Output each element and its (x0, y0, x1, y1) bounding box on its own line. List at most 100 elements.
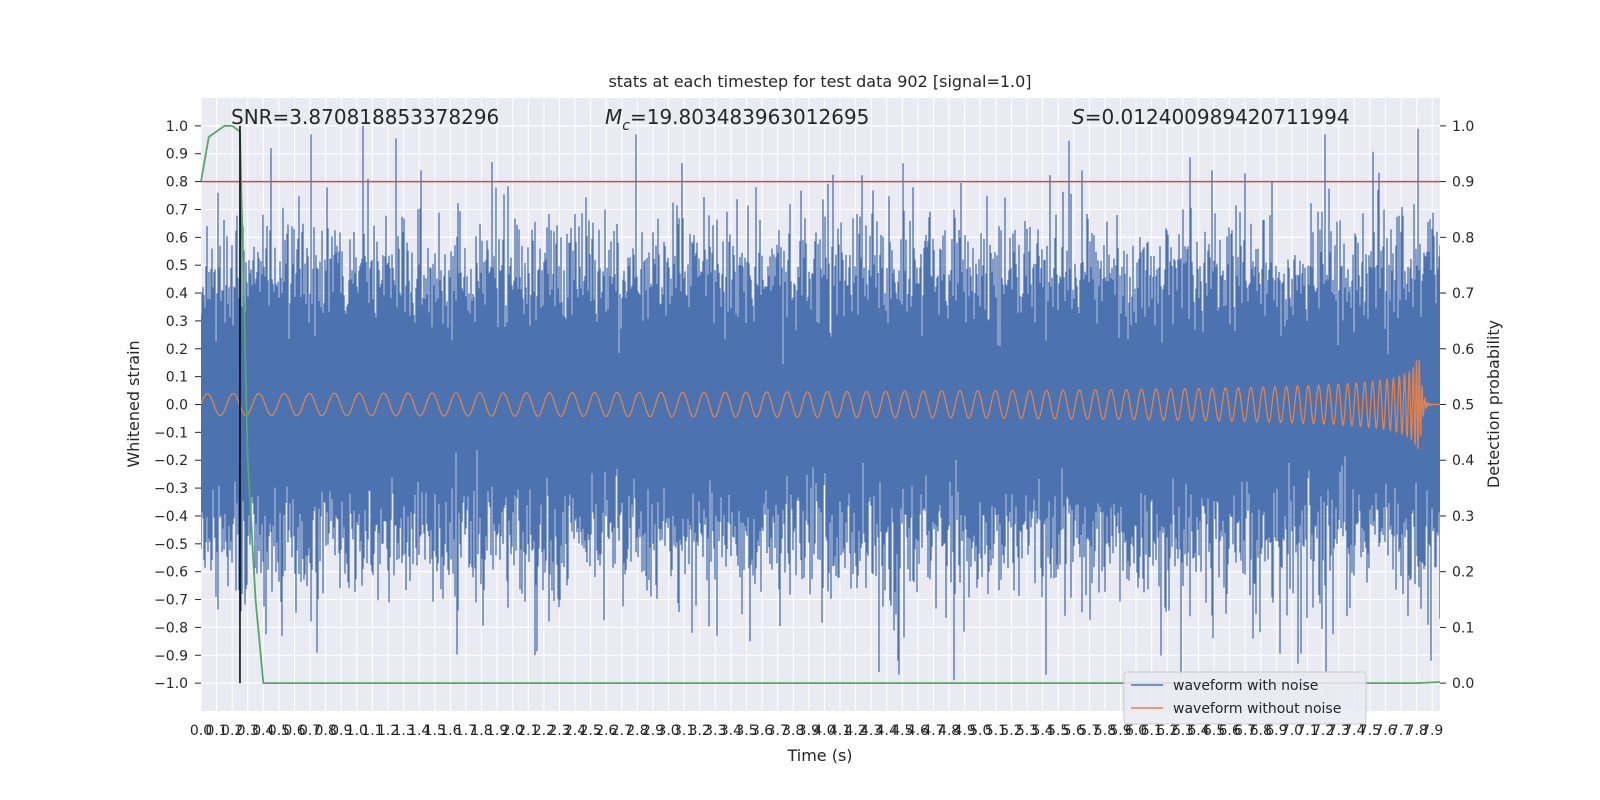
x-tick-label: 2.1 (517, 723, 539, 739)
chirp-mass-value: =19.803483963012695 (630, 105, 869, 129)
x-tick-label: 1.4 (408, 723, 430, 739)
x-tick-label: 5.9 (1109, 723, 1131, 739)
y-tick-label: 0.3 (166, 314, 188, 330)
x-tick-label: 3.3 (704, 723, 726, 739)
series-line-waveform-without-noise (201, 359, 1440, 450)
x-tick-label: 3.8 (782, 723, 804, 739)
y-tick-label: −0.7 (154, 593, 188, 609)
series-layer (201, 125, 1440, 681)
s-value: =0.012400989420711994 (1085, 105, 1350, 129)
y-tick-label: −0.9 (154, 648, 188, 664)
x-tick-label: 6.6 (1218, 723, 1240, 739)
y-tick-label: 0.1 (166, 370, 188, 386)
y-tick-label: −0.3 (154, 481, 188, 497)
x-tick-label: 1.6 (439, 723, 461, 739)
x-tick-label: 6.4 (1187, 723, 1209, 739)
chirp-mass-symbol: M (605, 105, 622, 129)
x-tick-label: 3.4 (720, 723, 742, 739)
x-tick-label: 0.7 (299, 723, 321, 739)
legend-label-clean: waveform without noise (1173, 701, 1341, 717)
legend-box (1123, 671, 1367, 725)
y-tick-label: 0.8 (166, 175, 188, 191)
tick-labels: 0.00.10.20.30.40.50.60.70.80.91.01.11.21… (154, 119, 1474, 739)
x-tick-label: 4.8 (938, 723, 960, 739)
x-tick-label: 5.4 (1031, 723, 1053, 739)
x-tick-label: 1.0 (346, 723, 368, 739)
y-axis-label-right: Detection probability (1484, 320, 1503, 488)
y-tick-label: −0.1 (154, 425, 188, 441)
x-tick-label: 0.4 (252, 723, 274, 739)
x-tick-label: 3.5 (735, 723, 757, 739)
x-tick-label: 1.1 (361, 723, 383, 739)
x-tick-label: 5.0 (969, 723, 991, 739)
chart-title: stats at each timestep for test data 902… (608, 72, 1031, 91)
x-tick-label: 7.5 (1359, 723, 1381, 739)
x-tick-label: 4.4 (876, 723, 898, 739)
x-tick-label: 0.3 (237, 723, 259, 739)
y-tick-label: 0.7 (166, 202, 188, 218)
y-tick-label: −0.6 (154, 565, 188, 581)
y-tick-label-right: 0.5 (1452, 398, 1474, 414)
x-tick-label: 7.9 (1421, 723, 1443, 739)
x-tick-label: 4.3 (860, 723, 882, 739)
y-tick-label: −1.0 (154, 676, 188, 692)
x-tick-label: 7.0 (1281, 723, 1303, 739)
x-tick-label: 3.2 (689, 723, 711, 739)
x-tick-label: 2.5 (579, 723, 601, 739)
x-tick-label: 3.9 (798, 723, 820, 739)
series-line-waveform-with-noise (201, 125, 1440, 681)
x-tick-label: 2.0 (502, 723, 524, 739)
y-tick-label-right: 0.7 (1452, 286, 1474, 302)
x-tick-label: 1.7 (455, 723, 477, 739)
y-tick-label-right: 0.2 (1452, 565, 1474, 581)
x-tick-label: 6.9 (1265, 723, 1287, 739)
chirp-mass-subscript: c (622, 118, 630, 134)
x-tick-label: 6.8 (1250, 723, 1272, 739)
x-tick-label: 1.2 (377, 723, 399, 739)
y-tick-label: −0.4 (154, 509, 188, 525)
y-axis-label: Whitened strain (124, 340, 143, 467)
x-tick-label: 1.3 (392, 723, 414, 739)
x-tick-label: 0.0 (190, 723, 212, 739)
x-tick-label: 7.4 (1343, 723, 1365, 739)
x-tick-label: 5.3 (1016, 723, 1038, 739)
y-tick-label: 1.0 (166, 119, 188, 135)
x-tick-label: 0.5 (268, 723, 290, 739)
y-tick-label: 0.0 (166, 398, 188, 414)
x-tick-label: 2.6 (595, 723, 617, 739)
y-tick-label: 0.9 (166, 147, 188, 163)
y-tick-label-right: 0.8 (1452, 230, 1474, 246)
x-tick-label: 0.8 (315, 723, 337, 739)
x-tick-label: 2.4 (564, 723, 586, 739)
x-tick-label: 3.6 (751, 723, 773, 739)
x-tick-label: 6.0 (1125, 723, 1147, 739)
x-tick-label: 6.3 (1172, 723, 1194, 739)
x-tick-label: 4.2 (844, 723, 866, 739)
x-axis-label: Time (s) (786, 746, 852, 765)
x-tick-label: 7.8 (1405, 723, 1427, 739)
x-tick-label: 2.7 (611, 723, 633, 739)
x-tick-label: 3.1 (673, 723, 695, 739)
x-tick-label: 3.7 (767, 723, 789, 739)
y-tick-label: 0.2 (166, 342, 188, 358)
legend: waveform with noise waveform without noi… (1123, 671, 1367, 725)
y-tick-label: 0.4 (166, 286, 188, 302)
y-tick-label: 0.5 (166, 258, 188, 274)
x-tick-label: 1.8 (470, 723, 492, 739)
y-tick-label-right: 0.0 (1452, 676, 1474, 692)
x-tick-label: 4.9 (954, 723, 976, 739)
x-tick-label: 5.8 (1094, 723, 1116, 739)
x-tick-label: 2.3 (548, 723, 570, 739)
x-tick-label: 5.7 (1078, 723, 1100, 739)
x-tick-label: 7.1 (1296, 723, 1318, 739)
x-tick-label: 6.2 (1156, 723, 1178, 739)
x-tick-label: 2.9 (642, 723, 664, 739)
x-tick-label: 2.2 (533, 723, 555, 739)
y-tick-label-right: 0.9 (1452, 175, 1474, 191)
probability-curve (200, 124, 1441, 685)
x-tick-label: 6.5 (1203, 723, 1225, 739)
y-tick-label: 0.6 (166, 230, 188, 246)
overlay-layer (200, 124, 1441, 685)
x-tick-label: 4.7 (922, 723, 944, 739)
